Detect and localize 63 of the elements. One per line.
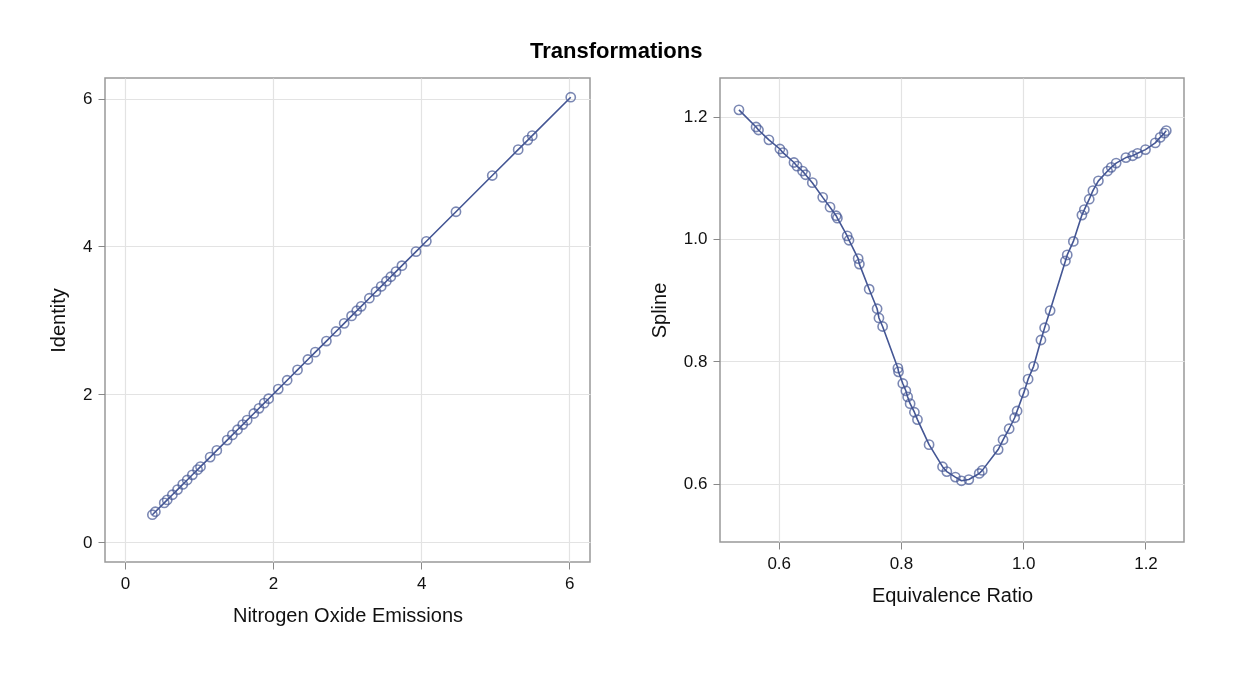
point <box>258 397 270 409</box>
y-tick-label: 0.6 <box>683 474 708 494</box>
point <box>338 317 350 329</box>
point <box>526 130 538 142</box>
y-axis-title: Spline <box>647 282 670 339</box>
x-tick-label: 0.8 <box>889 553 914 573</box>
point <box>330 326 342 337</box>
x-tick-label: 0.6 <box>767 553 792 573</box>
point <box>390 266 402 277</box>
point <box>221 434 233 446</box>
point <box>396 260 408 272</box>
point <box>177 479 189 490</box>
point <box>302 354 314 365</box>
point <box>281 374 293 386</box>
x-tick-label: 6 <box>565 573 575 593</box>
point <box>166 489 178 501</box>
x-tick-label: 2 <box>268 573 279 593</box>
y-tick-label: 2 <box>83 384 93 404</box>
point <box>181 474 193 486</box>
x-tick-label: 0 <box>120 573 131 593</box>
point <box>375 280 387 292</box>
point <box>204 451 216 463</box>
point <box>237 419 249 430</box>
point <box>320 335 332 347</box>
point <box>565 91 577 103</box>
point <box>512 144 524 156</box>
point <box>346 310 357 322</box>
point <box>226 429 238 441</box>
y-tick-label: 1.2 <box>683 107 708 127</box>
point <box>486 170 498 181</box>
y-tick-label: 4 <box>83 236 93 256</box>
y-tick-label: 0 <box>83 532 93 552</box>
point <box>241 414 253 426</box>
y-tick-label: 6 <box>83 89 93 109</box>
point <box>522 134 534 146</box>
point <box>385 271 397 283</box>
point <box>272 383 284 395</box>
point <box>450 206 462 218</box>
x-tick-label: 4 <box>416 573 427 593</box>
point <box>355 300 367 312</box>
point <box>309 346 321 358</box>
x-axis-title: Nitrogen Oxide Emissions <box>232 603 464 626</box>
point <box>420 235 432 247</box>
point <box>211 445 223 456</box>
x-tick-label: 1.2 <box>1134 553 1158 573</box>
point <box>232 424 243 436</box>
chart-title: Transformations <box>530 38 703 64</box>
point <box>172 484 183 495</box>
point <box>248 408 260 419</box>
point <box>292 364 303 376</box>
x-axis-title: Equivalence Ratio <box>871 583 1034 606</box>
y-tick-label: 1.0 <box>683 229 708 249</box>
point <box>253 402 265 414</box>
point <box>410 246 422 258</box>
point <box>186 469 198 481</box>
point <box>363 292 375 304</box>
point <box>370 286 382 297</box>
point <box>380 275 392 287</box>
x-tick-label: 1.0 <box>1011 553 1036 573</box>
y-tick-label: 0.8 <box>683 351 708 371</box>
point <box>263 393 275 405</box>
y-axis-title: Identity <box>47 288 70 353</box>
point <box>351 305 363 317</box>
